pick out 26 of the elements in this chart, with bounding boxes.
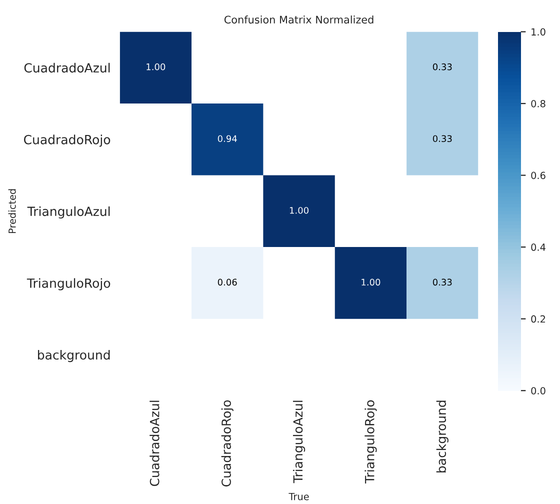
color-bar-label: 0.8 bbox=[531, 100, 546, 108]
color-bar-label: 1.0 bbox=[532, 28, 546, 36]
data-label: 0.06 bbox=[218, 278, 237, 286]
chart-title: Confusion Matrix Normalized bbox=[224, 16, 374, 24]
x-axis-title: True bbox=[288, 493, 309, 500]
y-tick-label: TrianguloAzul bbox=[27, 206, 110, 219]
y-axis-title: Predicted bbox=[8, 189, 16, 234]
color-bar-label: 0.2 bbox=[531, 315, 546, 323]
data-label: 1.00 bbox=[146, 63, 166, 70]
y-tick-label: TrianguloRojo bbox=[26, 278, 110, 290]
data-label: 0.33 bbox=[432, 135, 452, 142]
data-label: 0.94 bbox=[218, 135, 237, 142]
data-label: 1.00 bbox=[290, 206, 308, 214]
x-tick-label: TrianguloRojo bbox=[364, 400, 377, 484]
data-label: 1.00 bbox=[362, 278, 380, 286]
y-tick-label: CuadradoRojo bbox=[24, 134, 110, 147]
color-bar-label: 0.6 bbox=[531, 172, 546, 180]
x-tick-label: TrianguloAzul bbox=[292, 400, 306, 484]
data-label: 0.33 bbox=[432, 278, 452, 286]
y-tick-label: CuadradoAzul bbox=[24, 62, 110, 73]
color-bar-label: 0.4 bbox=[531, 244, 546, 251]
x-tick-label: background bbox=[436, 400, 448, 472]
color-bar-label: 0.0 bbox=[531, 387, 546, 394]
x-tick-label: CuadradoRojo bbox=[221, 400, 234, 486]
y-tick-label: background bbox=[38, 350, 110, 362]
data-label: 0.33 bbox=[432, 63, 452, 70]
